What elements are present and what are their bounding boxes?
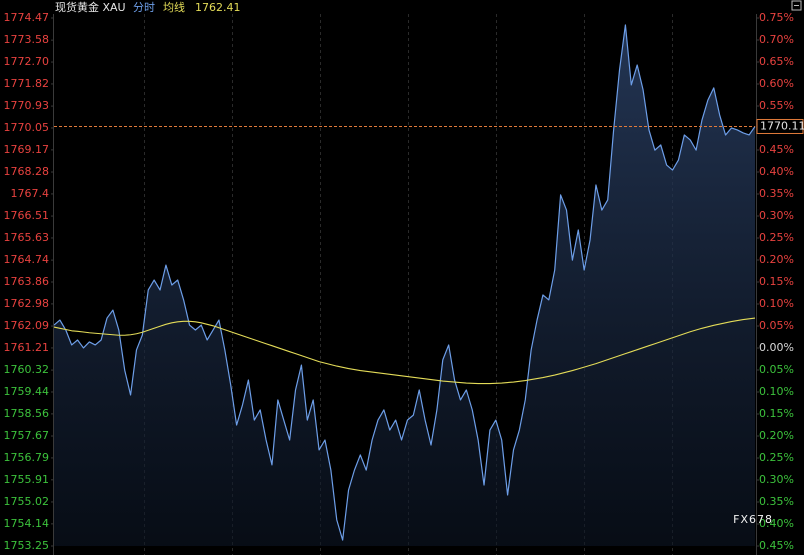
y2-tick-label: 0.40% — [759, 165, 794, 178]
y2-tick-label: 0.05% — [759, 319, 794, 332]
y2-tick-label: 0.10% — [759, 297, 794, 310]
average-line — [53, 317, 756, 385]
y-tick-label: 1769.17 — [4, 143, 50, 156]
y2-tick-label: 0.35% — [759, 495, 794, 508]
y-tick-label: 1754.14 — [4, 517, 50, 530]
y-tick-label: 1768.28 — [4, 165, 50, 178]
plot-area — [53, 24, 756, 547]
y-tick-label: 1767.4 — [11, 187, 50, 200]
y-tick-label: 1758.56 — [4, 407, 50, 420]
y2-tick-label: 0.30% — [759, 473, 794, 486]
price-line — [53, 24, 756, 541]
y2-tick-label: 0.60% — [759, 77, 794, 90]
y2-tick-label: 0.75% — [759, 11, 794, 24]
chart-title: 现货黄金 XAU — [55, 0, 126, 14]
y-tick-label: 1761.21 — [4, 341, 50, 354]
y-tick-label: 1756.79 — [4, 451, 50, 464]
y2-tick-label: 0.55% — [759, 99, 794, 112]
y2-tick-label: 0.20% — [759, 253, 794, 266]
y2-tick-label: 0.15% — [759, 407, 794, 420]
y2-tick-label: 0.00% — [759, 341, 794, 354]
y-tick-label: 1766.51 — [4, 209, 50, 222]
y-tick-label: 1753.25 — [4, 539, 50, 552]
y2-tick-label: 0.40% — [759, 517, 794, 530]
y2-tick-label: 0.70% — [759, 33, 794, 46]
y-tick-label: 1764.74 — [4, 253, 50, 266]
last-price-box — [756, 118, 804, 134]
legend-entry: 均线 — [163, 0, 185, 14]
corner-icon — [791, 0, 802, 11]
legend-value: 1762.41 — [195, 1, 241, 14]
y2-tick-label: 0.20% — [759, 429, 794, 442]
y2-tick-label: 0.30% — [759, 209, 794, 222]
y2-tick-label: 0.05% — [759, 363, 794, 376]
price-area — [54, 24, 755, 547]
y-tick-label: 1772.70 — [4, 55, 50, 68]
y-tick-label: 1755.02 — [4, 495, 50, 508]
y-tick-label: 1759.44 — [4, 385, 50, 398]
y-tick-label: 1770.93 — [4, 99, 50, 112]
axis-labels: 1774.47 1773.58 1772.70 1771.82 1770.93 1770.… — [4, 11, 804, 552]
y2-tick-label: 0.25% — [759, 231, 794, 244]
y-tick-label: 1762.09 — [4, 319, 50, 332]
y2-tick-label: 0.10% — [759, 385, 794, 398]
legend-entry: 分时 — [133, 1, 155, 14]
y2-tick-label: 0.65% — [759, 55, 794, 68]
y-tick-label: 1770.05 — [4, 121, 50, 134]
y-tick-label: 1771.82 — [4, 77, 50, 90]
y2-tick-label: 0.35% — [759, 187, 794, 200]
last-price-label: 1770.11 — [760, 119, 804, 132]
y-tick-label: 1757.67 — [4, 429, 50, 442]
y2-tick-label: 0.25% — [759, 451, 794, 464]
y-tick-label: 1763.86 — [4, 275, 50, 288]
header: 现货黄金 XAU 分时 均线 1762.41 — [55, 0, 241, 14]
y-tick-label: 1773.58 — [4, 33, 50, 46]
watermark: FX678 — [733, 513, 773, 526]
y-tick-label: 1760.32 — [4, 363, 50, 376]
y2-tick-label: 0.45% — [759, 143, 794, 156]
y-tick-label: 1765.63 — [4, 231, 50, 244]
y-tick-label: 1762.98 — [4, 297, 50, 310]
y2-tick-label: 0.15% — [759, 275, 794, 288]
icon — [791, 0, 802, 11]
y-tick-label: 1755.91 — [4, 473, 50, 486]
y2-tick-label: 0.45% — [759, 539, 794, 552]
y-tick-label: 1774.47 — [4, 11, 50, 24]
